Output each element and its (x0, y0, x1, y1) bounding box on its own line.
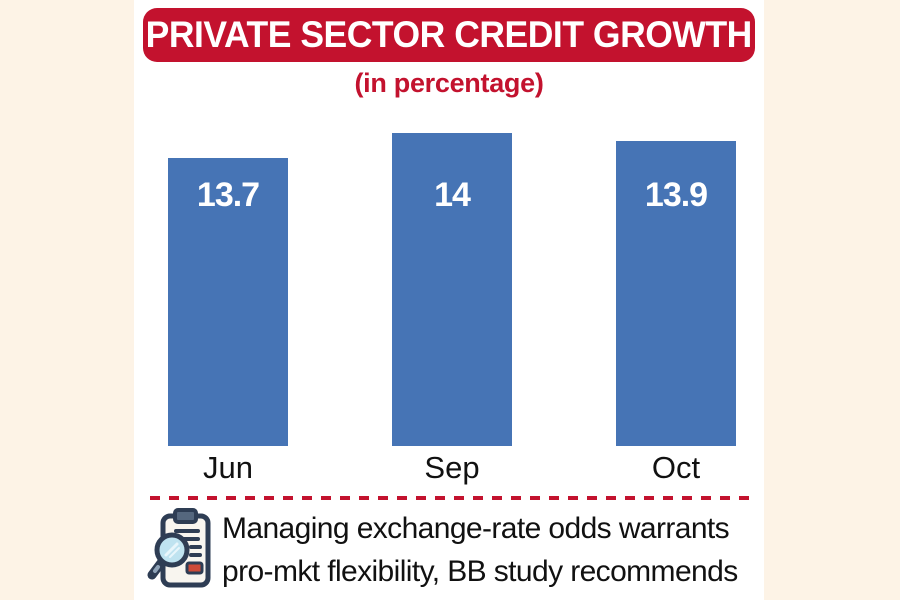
dashed-divider-line (150, 496, 758, 500)
bar-oct (616, 141, 736, 446)
bar-category-label: Jun (203, 450, 253, 485)
chart-subtitle: (in percentage) (354, 68, 544, 98)
bar-value-label: 14 (434, 176, 471, 214)
bar-category-label: Oct (651, 450, 701, 485)
footer-note-line-2: pro-mkt flexibility, BB study recommends (222, 555, 738, 588)
title-banner: PRIVATE SECTOR CREDIT GROWTH (143, 8, 755, 62)
bar-jun (168, 158, 288, 446)
bar-value-label: 13.7 (196, 176, 260, 214)
chart-title: PRIVATE SECTOR CREDIT GROWTH (145, 14, 753, 55)
bar-value-label: 13.9 (644, 176, 708, 214)
bar-sep (392, 133, 512, 446)
footer-note-line-1: Managing exchange-rate odds warrants (222, 512, 730, 545)
bar-category-label: Sep (424, 450, 480, 485)
footer-note: Managing exchange-rate odds warrants pro… (222, 507, 738, 593)
magnifier-clipboard-icon (147, 508, 211, 588)
